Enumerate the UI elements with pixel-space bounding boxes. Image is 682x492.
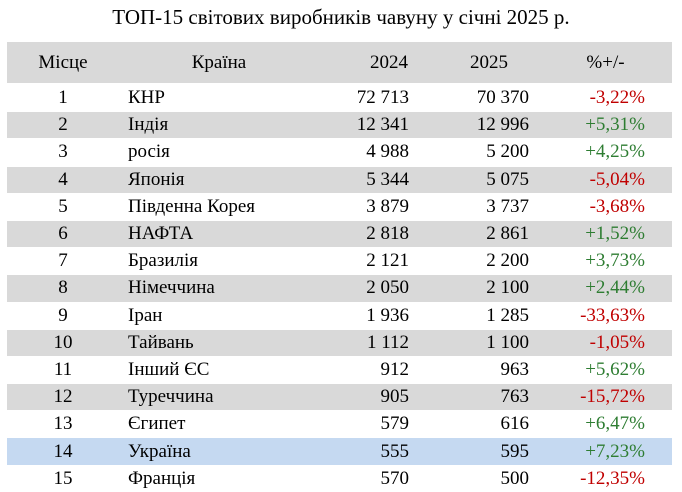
cell-2025: 763 (409, 383, 529, 411)
cell-2025: 3 737 (486, 195, 529, 217)
cell-country: росія (128, 141, 170, 163)
cell-rank: 2 (7, 111, 119, 139)
cell-country: Бразилія (128, 250, 199, 272)
cell-change: +1,52% (529, 220, 672, 248)
table-row: 9 Іран 1 936 1 285 -33,63% (7, 302, 672, 329)
cell-rank: 13 (53, 413, 73, 435)
cell-country: КНР (128, 87, 165, 109)
column-header-2025: 2025 (409, 42, 529, 85)
cell-country: Україна (119, 437, 319, 466)
column-header-rank: Місце (7, 42, 119, 85)
cell-change: -1,05% (529, 329, 672, 357)
column-header-country: Країна (119, 42, 319, 85)
cell-2024: 570 (380, 467, 410, 489)
cell-country: Німеччина (119, 274, 319, 302)
cell-change: +5,62% (585, 358, 645, 380)
cell-2024: 4 988 (366, 141, 409, 163)
cell-2025: 2 861 (409, 220, 529, 248)
cell-change: +7,23% (529, 437, 672, 466)
table-row: 5 Південна Корея 3 879 3 737 -3,68% (7, 193, 672, 220)
cell-change: -5,04% (529, 166, 672, 194)
cell-rank: 6 (7, 220, 119, 248)
cell-change: -3,22% (589, 87, 645, 109)
cell-2024: 2 818 (319, 220, 409, 248)
cell-2024: 1 112 (319, 329, 409, 357)
cell-2025: 5 200 (486, 141, 529, 163)
cell-2024: 579 (380, 413, 410, 435)
cell-2025: 2 200 (486, 250, 529, 272)
cell-country: Інший ЄС (128, 358, 210, 380)
cell-change: +4,25% (585, 141, 645, 163)
cell-country: Японія (119, 166, 319, 194)
cell-rank: 7 (58, 250, 68, 272)
table-row: 4 Японія 5 344 5 075 -5,04% (7, 166, 672, 194)
column-header-change: %+/- (529, 42, 672, 85)
cell-2024: 905 (319, 383, 409, 411)
page-title: ТОП-15 світових виробників чавуну у січн… (112, 5, 570, 29)
cell-change: +3,73% (585, 250, 645, 272)
cell-rank: 10 (7, 329, 119, 357)
cell-2025: 616 (500, 413, 530, 435)
table-row: 13 Єгипет 579 616 +6,47% (7, 410, 672, 438)
cell-2024: 72 713 (356, 87, 409, 109)
table-row: 2 Індія 12 341 12 996 +5,31% (7, 111, 672, 139)
cell-country: Франція (128, 467, 196, 489)
cell-rank: 4 (7, 166, 119, 194)
cell-2024: 2 121 (366, 250, 409, 272)
cell-country: Єгипет (128, 413, 186, 435)
cell-2025: 1 285 (486, 304, 529, 326)
cell-rank: 3 (58, 141, 68, 163)
table-header-row: Місце Країна 2024 2025 %+/- (7, 42, 672, 85)
cell-2024: 912 (380, 358, 410, 380)
cell-country: Іран (128, 304, 163, 326)
cell-2024: 3 879 (366, 195, 409, 217)
cell-change: -12,35% (580, 467, 645, 489)
cell-2025: 963 (500, 358, 530, 380)
production-table: Місце Країна 2024 2025 %+/- 1 КНР 72 713 70… (7, 42, 672, 492)
cell-2024: 5 344 (319, 166, 409, 194)
cell-change: +2,44% (529, 274, 672, 302)
table-row: 6 НАФТА 2 818 2 861 +1,52% (7, 220, 672, 248)
cell-change: -15,72% (529, 383, 672, 411)
cell-rank: 15 (53, 467, 73, 489)
table-row: 3 росія 4 988 5 200 +4,25% (7, 138, 672, 166)
table-row: 14 Україна 555 595 +7,23% (7, 437, 672, 466)
cell-rank: 5 (58, 195, 68, 217)
table-row: 1 КНР 72 713 70 370 -3,22% (7, 84, 672, 112)
cell-country: Туреччина (119, 383, 319, 411)
cell-change: +6,47% (585, 413, 645, 435)
cell-rank: 1 (58, 87, 68, 109)
cell-change: -3,68% (589, 195, 645, 217)
cell-country: Тайвань (119, 329, 319, 357)
cell-country: НАФТА (119, 220, 319, 248)
cell-2025: 595 (409, 437, 529, 466)
cell-2024: 2 050 (319, 274, 409, 302)
table-row: 7 Бразилія 2 121 2 200 +3,73% (7, 247, 672, 275)
cell-2025: 1 100 (409, 329, 529, 357)
cell-2025: 500 (500, 467, 530, 489)
cell-2025: 12 996 (409, 111, 529, 139)
cell-country: Південна Корея (128, 195, 256, 217)
cell-country: Індія (119, 111, 319, 139)
cell-rank: 8 (7, 274, 119, 302)
cell-2024: 1 936 (366, 304, 409, 326)
cell-rank: 14 (7, 437, 119, 466)
cell-change: -33,63% (580, 304, 645, 326)
table-row: 10 Тайвань 1 112 1 100 -1,05% (7, 329, 672, 357)
table-row: 8 Німеччина 2 050 2 100 +2,44% (7, 274, 672, 302)
cell-2025: 2 100 (409, 274, 529, 302)
cell-rank: 9 (58, 304, 68, 326)
cell-2024: 555 (319, 437, 409, 466)
column-header-2024: 2024 (319, 42, 409, 85)
table-row: 15 Франція 570 500 -12,35% (7, 465, 672, 492)
cell-2025: 5 075 (409, 166, 529, 194)
cell-change: +5,31% (529, 111, 672, 139)
cell-2025: 70 370 (476, 87, 529, 109)
cell-2024: 12 341 (319, 111, 409, 139)
table-row: 12 Туреччина 905 763 -15,72% (7, 383, 672, 411)
cell-rank: 11 (53, 358, 73, 380)
cell-rank: 12 (7, 383, 119, 411)
table-row: 11 Інший ЄС 912 963 +5,62% (7, 356, 672, 383)
